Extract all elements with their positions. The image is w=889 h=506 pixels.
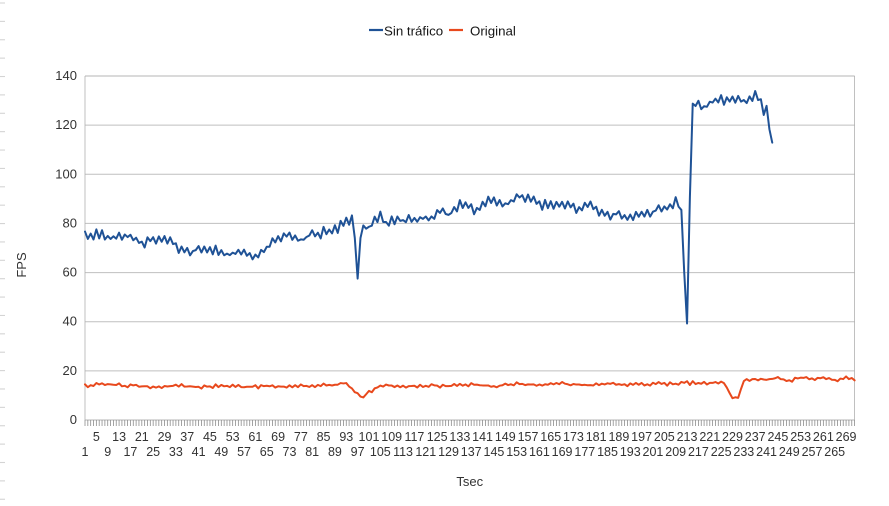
svg-text:201: 201 [643, 445, 664, 459]
svg-text:49: 49 [214, 445, 228, 459]
svg-text:153: 153 [506, 445, 527, 459]
svg-text:33: 33 [169, 445, 183, 459]
svg-text:233: 233 [733, 445, 754, 459]
svg-text:25: 25 [146, 445, 160, 459]
svg-text:245: 245 [767, 430, 788, 444]
svg-text:Original: Original [470, 24, 516, 39]
svg-text:137: 137 [461, 445, 482, 459]
svg-text:5: 5 [93, 430, 100, 444]
svg-text:69: 69 [271, 430, 285, 444]
svg-text:193: 193 [620, 445, 641, 459]
svg-text:229: 229 [722, 430, 743, 444]
svg-text:20: 20 [63, 363, 77, 378]
svg-text:65: 65 [260, 445, 274, 459]
svg-text:197: 197 [631, 430, 652, 444]
svg-text:97: 97 [351, 445, 365, 459]
svg-text:FPS: FPS [14, 252, 29, 278]
svg-text:189: 189 [608, 430, 629, 444]
svg-text:105: 105 [370, 445, 391, 459]
svg-text:173: 173 [563, 430, 584, 444]
svg-text:53: 53 [226, 430, 240, 444]
svg-text:89: 89 [328, 445, 342, 459]
svg-text:100: 100 [55, 166, 77, 181]
svg-text:80: 80 [63, 215, 77, 230]
svg-text:181: 181 [586, 430, 607, 444]
svg-text:81: 81 [305, 445, 319, 459]
svg-text:205: 205 [654, 430, 675, 444]
svg-text:1: 1 [82, 445, 89, 459]
svg-text:Sin tráfico: Sin tráfico [384, 24, 443, 39]
svg-text:61: 61 [248, 430, 262, 444]
svg-text:169: 169 [552, 445, 573, 459]
svg-text:241: 241 [756, 445, 777, 459]
svg-text:265: 265 [824, 445, 845, 459]
svg-text:40: 40 [63, 314, 77, 329]
svg-text:145: 145 [484, 445, 505, 459]
svg-text:77: 77 [294, 430, 308, 444]
svg-text:185: 185 [597, 445, 618, 459]
svg-text:225: 225 [711, 445, 732, 459]
svg-text:113: 113 [393, 445, 413, 459]
svg-text:41: 41 [192, 445, 206, 459]
svg-text:13: 13 [112, 430, 126, 444]
svg-text:165: 165 [540, 430, 561, 444]
svg-text:213: 213 [677, 430, 698, 444]
svg-text:29: 29 [158, 430, 172, 444]
svg-text:237: 237 [745, 430, 766, 444]
svg-text:269: 269 [836, 430, 857, 444]
svg-text:9: 9 [104, 445, 111, 459]
svg-text:141: 141 [472, 430, 493, 444]
svg-text:21: 21 [135, 430, 149, 444]
svg-text:257: 257 [802, 445, 823, 459]
svg-text:129: 129 [438, 445, 459, 459]
svg-text:217: 217 [688, 445, 709, 459]
svg-text:45: 45 [203, 430, 217, 444]
svg-text:121: 121 [415, 445, 436, 459]
svg-text:125: 125 [427, 430, 448, 444]
svg-text:93: 93 [339, 430, 353, 444]
svg-text:73: 73 [283, 445, 297, 459]
svg-text:120: 120 [55, 117, 77, 132]
svg-text:85: 85 [317, 430, 331, 444]
svg-text:149: 149 [495, 430, 516, 444]
svg-text:Tsec: Tsec [456, 474, 483, 489]
svg-text:249: 249 [779, 445, 800, 459]
svg-text:157: 157 [518, 430, 539, 444]
svg-text:140: 140 [55, 68, 77, 83]
svg-text:109: 109 [381, 430, 402, 444]
svg-text:57: 57 [237, 445, 251, 459]
svg-text:261: 261 [813, 430, 834, 444]
svg-text:177: 177 [574, 445, 595, 459]
svg-text:101: 101 [359, 430, 380, 444]
svg-text:0: 0 [70, 412, 77, 427]
svg-text:209: 209 [665, 445, 686, 459]
svg-text:133: 133 [449, 430, 470, 444]
svg-text:60: 60 [63, 265, 77, 280]
svg-text:221: 221 [699, 430, 720, 444]
svg-text:17: 17 [123, 445, 137, 459]
svg-text:161: 161 [529, 445, 550, 459]
svg-text:117: 117 [404, 430, 424, 444]
svg-text:253: 253 [790, 430, 811, 444]
svg-text:37: 37 [180, 430, 194, 444]
